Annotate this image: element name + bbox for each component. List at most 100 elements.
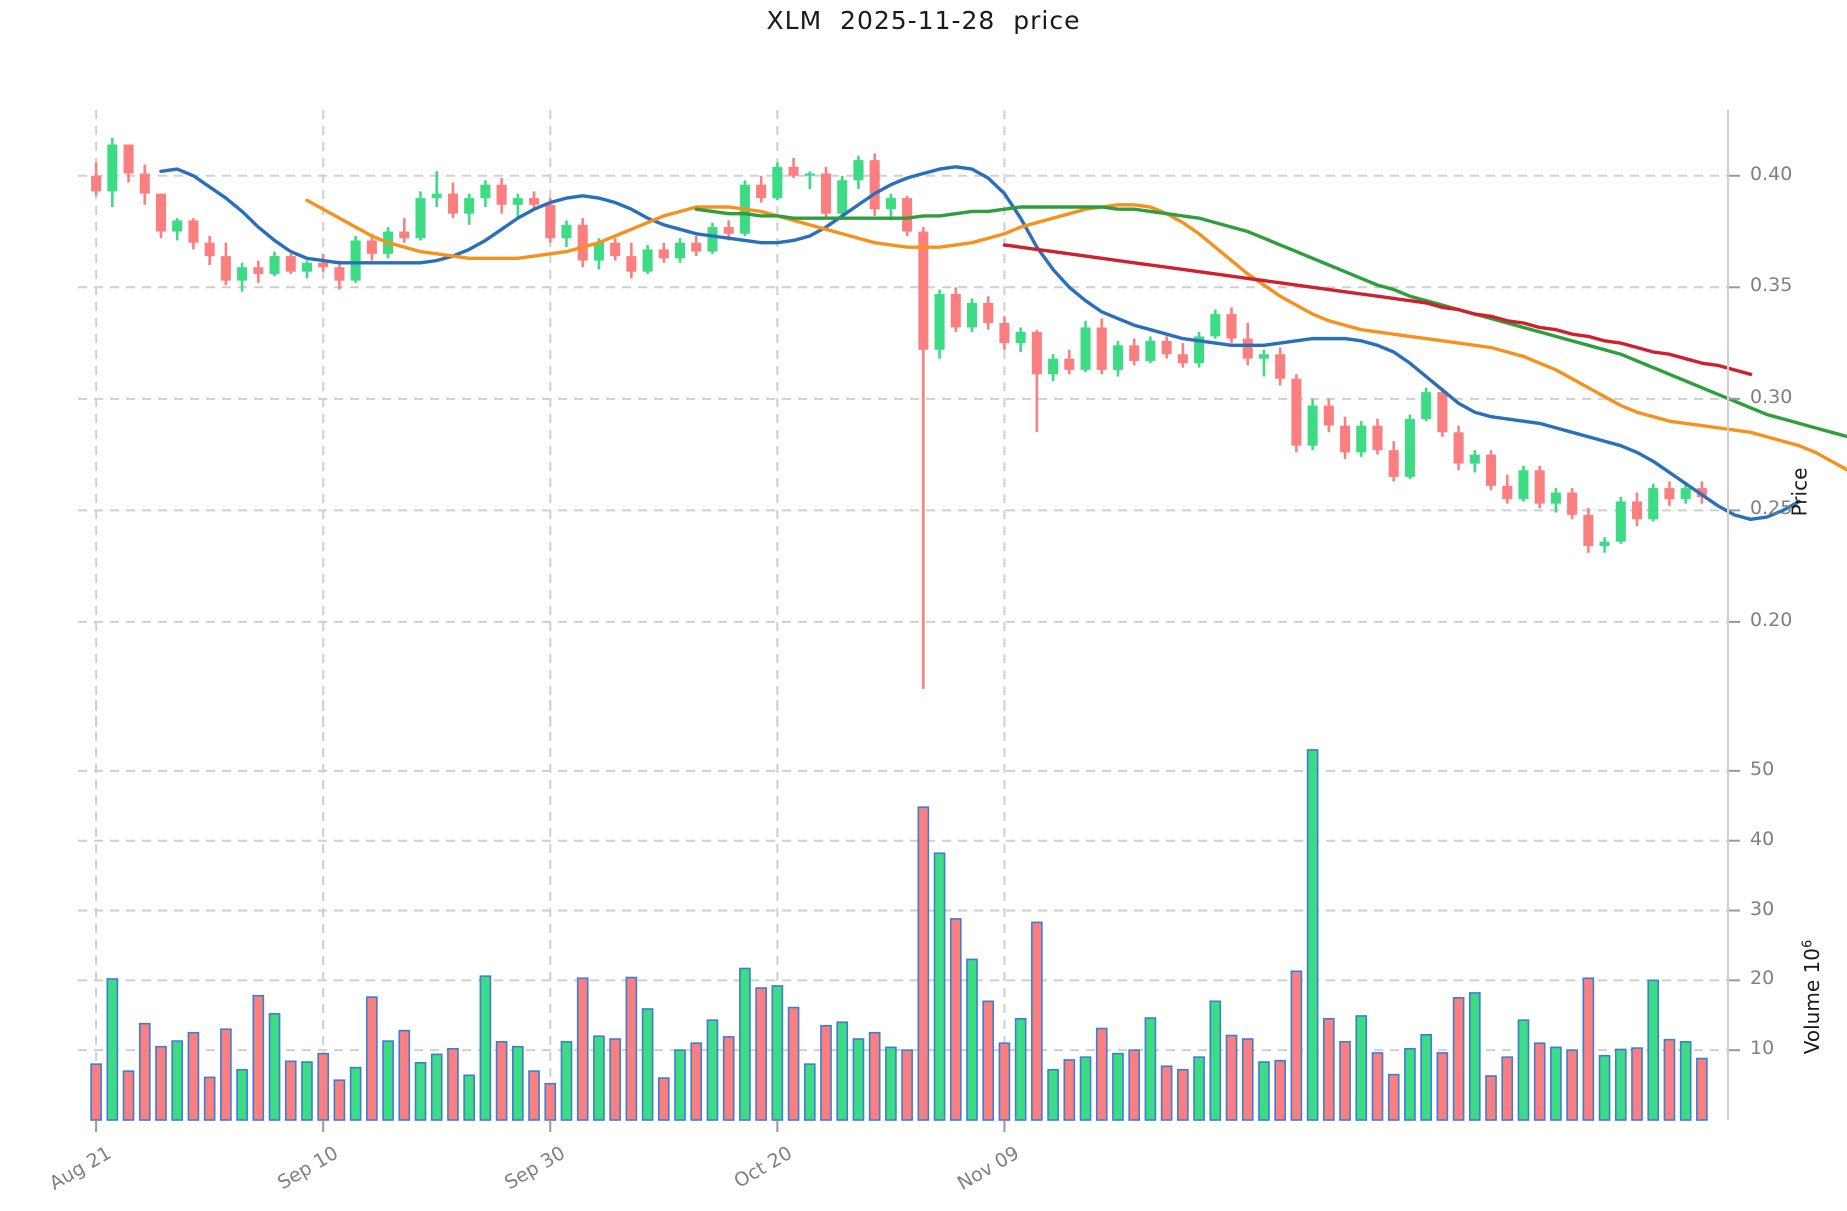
- volume-bar: [1371, 1052, 1384, 1121]
- price-gridlines: [78, 174, 1728, 623]
- candle-body: [91, 175, 102, 192]
- candle-body: [691, 242, 702, 252]
- volume-bar: [949, 918, 962, 1121]
- candle-body: [107, 144, 118, 192]
- volume-bar: [1501, 1056, 1514, 1121]
- volume-bar: [885, 1046, 897, 1121]
- candle-body: [934, 294, 945, 350]
- candle-body: [1210, 314, 1221, 337]
- candle-body: [1064, 358, 1075, 370]
- volume-bar: [463, 1074, 475, 1121]
- candle-body: [610, 242, 621, 257]
- candle-body: [123, 144, 134, 174]
- volume-bar: [1550, 1046, 1562, 1121]
- volume-bar: [1047, 1068, 1059, 1121]
- volume-bar: [706, 1019, 719, 1121]
- price-axis-title: Price: [1787, 467, 1812, 517]
- volume-bar: [1225, 1034, 1238, 1121]
- ma-line: [305, 198, 1847, 472]
- volume-bar: [1614, 1048, 1627, 1121]
- volume-bar: [252, 994, 265, 1121]
- candle-body: [1567, 492, 1578, 515]
- candle-body: [966, 302, 978, 328]
- volume-bar: [1436, 1052, 1449, 1121]
- candle-body: [1534, 470, 1545, 504]
- candle-body: [1486, 454, 1497, 486]
- candle-body: [1404, 418, 1415, 477]
- candle-body: [1372, 425, 1383, 451]
- candle-body: [1453, 432, 1464, 464]
- volume-bar: [1533, 1042, 1546, 1121]
- candle-body: [1518, 470, 1529, 500]
- volume-bar: [739, 967, 751, 1121]
- candle-body: [1664, 488, 1675, 500]
- candle-body: [1437, 392, 1448, 433]
- candle-body: [529, 198, 540, 205]
- volume-bar: [1031, 921, 1043, 1121]
- volume-bar: [333, 1079, 346, 1121]
- candle-body: [301, 262, 312, 272]
- volume-bar: [625, 976, 638, 1121]
- volume-bar: [803, 1063, 816, 1121]
- volume-tick-label: 30: [1750, 897, 1775, 920]
- candle-body: [139, 173, 150, 194]
- volume-bar: [576, 977, 589, 1121]
- volume-bar: [220, 1028, 232, 1121]
- x-gridlines: [95, 110, 1006, 1120]
- volume-tick-label: 10: [1750, 1037, 1775, 1060]
- volume-bar: [1290, 970, 1303, 1121]
- ma-line: [694, 205, 1847, 439]
- volume-bar: [1631, 1047, 1643, 1121]
- volume-bar: [1128, 1049, 1141, 1121]
- volume-bar: [528, 1070, 540, 1121]
- candle-body: [950, 294, 961, 328]
- volume-tick-label: 40: [1750, 827, 1775, 850]
- volume-bar: [755, 987, 767, 1121]
- volume-bar: [998, 1042, 1011, 1121]
- candle-body: [772, 166, 783, 199]
- volume-bar: [203, 1076, 216, 1121]
- candle-body: [983, 302, 994, 323]
- volume-axis-exponent-power: 6: [1800, 939, 1816, 949]
- candle-body: [285, 256, 296, 272]
- candle-body: [447, 193, 458, 214]
- candle-body: [885, 198, 896, 210]
- volume-bar: [1404, 1047, 1416, 1121]
- candle-body: [188, 220, 199, 243]
- candle-body: [1194, 336, 1205, 364]
- candle-body: [626, 256, 637, 272]
- ma-line: [159, 165, 1801, 522]
- candle-body: [204, 242, 215, 257]
- candle-body: [707, 227, 718, 252]
- volume-bar: [1485, 1075, 1497, 1121]
- volume-bar: [106, 978, 119, 1121]
- candle-body: [1356, 425, 1367, 453]
- candle-body: [1080, 327, 1091, 370]
- candle-body: [756, 184, 767, 199]
- candle-body: [1388, 450, 1399, 477]
- price-tick-label: 0.25: [1750, 497, 1793, 520]
- volume-bar: [138, 1022, 151, 1121]
- candle-body: [593, 242, 604, 261]
- candle-body: [350, 240, 361, 281]
- candle-body: [496, 184, 507, 205]
- volume-bar: [1420, 1034, 1432, 1121]
- volume-bar: [1258, 1061, 1270, 1121]
- volume-bar: [820, 1024, 832, 1121]
- candle-body: [658, 249, 669, 259]
- candle-body: [366, 240, 377, 254]
- volume-bar: [155, 1045, 167, 1121]
- candle-body: [1145, 340, 1156, 361]
- candle-body: [1340, 425, 1351, 453]
- volume-bar: [1517, 1019, 1530, 1121]
- candle-body: [415, 198, 426, 239]
- volume-bar: [1079, 1056, 1092, 1121]
- candle-body: [1583, 514, 1594, 547]
- volume-bar: [722, 1036, 735, 1121]
- volume-bar: [1306, 749, 1319, 1121]
- volume-bar: [1647, 979, 1660, 1121]
- candle-body: [1226, 314, 1237, 339]
- volume-bar: [901, 1049, 913, 1121]
